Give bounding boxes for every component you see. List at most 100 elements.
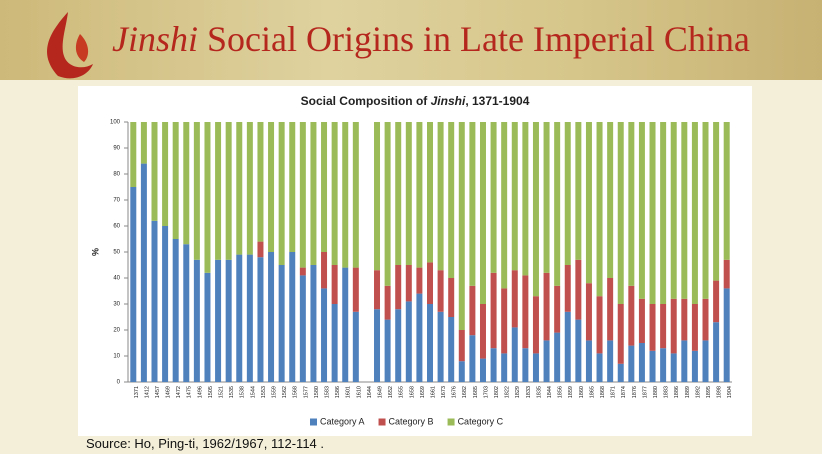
x-tick-label: 1601 — [346, 386, 352, 398]
x-tick-label: 1822 — [505, 386, 511, 398]
bar-segment — [374, 270, 381, 310]
x-tick-label: 1880 — [653, 386, 659, 398]
source: Source: Ho, Ping-ti, 1962/1967, 112-114 … — [86, 436, 325, 451]
x-tick-label: 1673 — [441, 386, 447, 398]
bar-segment — [607, 340, 614, 382]
bar-segment — [193, 259, 200, 382]
bar-segment — [384, 285, 391, 320]
bar-segment — [585, 122, 592, 284]
bar-segment — [490, 272, 497, 349]
bar-segment — [384, 319, 391, 382]
bar-segment — [321, 252, 328, 289]
x-tick-label: 1844 — [547, 386, 553, 398]
bar-segment — [331, 304, 338, 382]
bar-segment — [172, 122, 179, 239]
chart-title-part: Jinshi — [431, 94, 466, 108]
bar-segment — [596, 296, 603, 354]
bar-segment — [660, 304, 667, 349]
y-tick-label: 40 — [113, 276, 120, 282]
bar-segment — [427, 122, 433, 263]
x-tick-label: 1859 — [568, 386, 574, 398]
bar-segment — [416, 267, 423, 294]
bar-segment — [628, 285, 635, 346]
bar-segment — [458, 122, 465, 330]
bar-segment — [554, 122, 561, 286]
logo — [47, 12, 93, 79]
y-tick-label: 30 — [113, 302, 120, 308]
x-tick-label: 1586 — [335, 386, 341, 398]
chart-title: Social Composition of Jinshi, 1371-1904 — [301, 94, 530, 108]
chart-title-part: Social Composition of — [301, 94, 431, 108]
bar-segment — [416, 122, 423, 268]
bar-segment — [236, 254, 243, 382]
x-tick-label: 1682 — [462, 386, 468, 398]
x-tick-label: 1895 — [706, 386, 712, 398]
bar-segment — [702, 340, 709, 382]
bar-segment — [257, 122, 264, 242]
banner: Jinshi Social Origins in Late Imperial C… — [0, 0, 822, 80]
x-tick-label: 1802 — [494, 386, 500, 398]
bar-segment — [596, 353, 603, 382]
x-tick-label: 1505 — [208, 386, 214, 398]
y-tick-label: 90 — [113, 146, 120, 152]
bar-segment — [670, 298, 677, 354]
x-tick-label: 1877 — [642, 386, 648, 398]
x-tick-label: 1496 — [197, 386, 203, 398]
x-tick-label: 1371 — [134, 386, 140, 398]
bar-segment — [437, 122, 444, 271]
bar-segment — [204, 122, 211, 273]
x-tick-label: 1583 — [324, 386, 330, 398]
legend-label: Category C — [458, 416, 504, 426]
y-tick-label: 60 — [113, 224, 120, 230]
bar-segment — [522, 275, 529, 349]
bar-segment — [352, 311, 359, 382]
bar-segment — [395, 309, 402, 382]
x-tick-label: 1469 — [166, 386, 172, 398]
bar-segment — [342, 267, 349, 382]
bar-segment — [638, 298, 645, 343]
x-tick-label: 1835 — [536, 386, 542, 398]
bar-segment — [204, 272, 211, 382]
bar-segment — [638, 122, 645, 299]
bar-segment — [299, 122, 306, 268]
bar-segment — [162, 122, 169, 226]
bar-segment — [723, 259, 730, 289]
bar-segment — [607, 122, 614, 278]
bar-segment — [554, 332, 561, 382]
bar-segment — [268, 122, 275, 252]
bar-segment — [374, 122, 381, 271]
bar-segment — [321, 288, 328, 382]
bar-segment — [437, 311, 444, 382]
legend-label: Category B — [389, 416, 434, 426]
chart: Social Composition of Jinshi, 1371-1904 … — [78, 86, 752, 436]
bar-segment — [183, 122, 190, 245]
x-tick-label: 1472 — [176, 386, 182, 398]
bar-segment — [140, 163, 147, 382]
bar-segment — [575, 319, 582, 382]
bar-segment — [246, 254, 253, 382]
legend-swatch — [378, 418, 386, 426]
bar-segment — [374, 309, 381, 382]
chart-title-part: , 1371-1904 — [465, 94, 529, 108]
bar-segment — [660, 122, 667, 304]
bar-segment — [702, 298, 709, 341]
bar-segment — [511, 327, 518, 382]
title-rest: Social Origins in Late Imperial China — [198, 19, 750, 59]
bar-segment — [660, 348, 667, 382]
x-tick-label: 1685 — [473, 386, 479, 398]
bar-segment — [543, 122, 550, 273]
x-tick-label: 1889 — [685, 386, 691, 398]
x-tick-label: 1652 — [388, 386, 394, 398]
bar-segment — [215, 122, 222, 260]
bar-segment — [564, 311, 571, 382]
slide-title: Jinshi Social Origins in Late Imperial C… — [112, 18, 750, 60]
bar-segment — [522, 122, 529, 276]
x-tick-label: 1883 — [664, 386, 670, 398]
x-tick-label: 1562 — [282, 386, 288, 398]
bar-segment — [246, 122, 253, 255]
bar-segment — [564, 122, 571, 265]
bar-segment — [448, 317, 455, 382]
bar-segment — [543, 340, 550, 382]
bar-segment — [257, 241, 264, 258]
x-tick-label: 1898 — [717, 386, 723, 398]
